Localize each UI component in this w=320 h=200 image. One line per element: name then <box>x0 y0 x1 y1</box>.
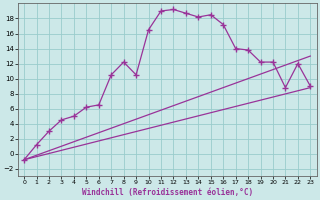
X-axis label: Windchill (Refroidissement éolien,°C): Windchill (Refroidissement éolien,°C) <box>82 188 253 197</box>
